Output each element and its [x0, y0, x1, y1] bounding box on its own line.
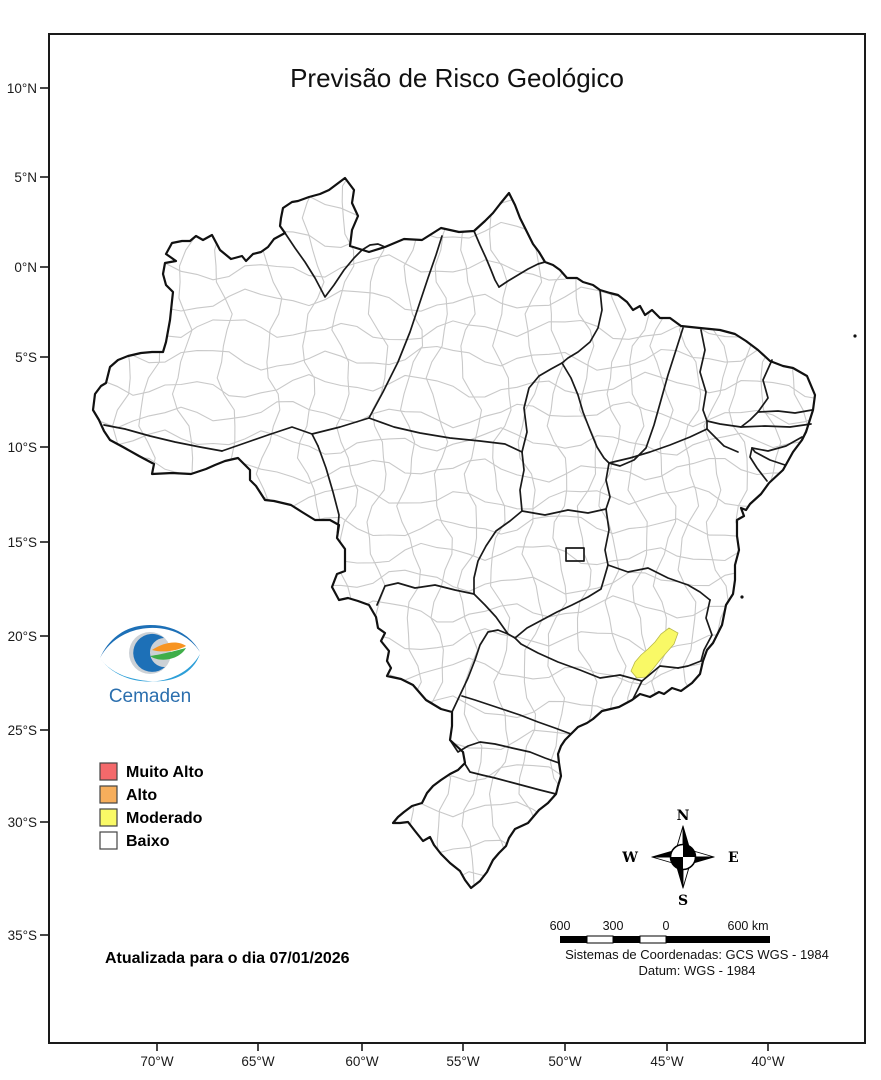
lon-tick-label: 65°W [241, 1054, 274, 1069]
lon-tick-label: 60°W [345, 1054, 378, 1069]
scale-bar: 600 300 0 600 km [550, 919, 770, 944]
legend-swatch-muito-alto [99, 762, 118, 781]
lat-tick-label: 30°S [8, 815, 37, 830]
legend-label: Muito Alto [126, 764, 204, 781]
page-title: Previsão de Risco Geológico [290, 63, 624, 93]
lat-tick-label: 5°N [14, 170, 37, 185]
lat-tick-label: 5°S [15, 350, 37, 365]
brazil-map [91, 176, 857, 890]
island-dot-noronha [853, 334, 857, 338]
legend-label: Moderado [126, 810, 203, 827]
lat-tick-label: 35°S [8, 928, 37, 943]
update-date-note: Atualizada para o dia 07/01/2026 [105, 950, 350, 967]
lat-tick-label: 10°S [8, 440, 37, 455]
scale-tick-label: 0 [663, 919, 670, 933]
island-dot-abrolhos [740, 595, 744, 599]
compass-w-label: W [621, 850, 638, 866]
crs-line1: Sistemas de Coordenadas: GCS WGS - 1984 [565, 947, 829, 962]
cemaden-logo: Cemaden [100, 625, 200, 707]
state-borders [103, 230, 813, 795]
lat-tick-label: 15°S [8, 535, 37, 550]
legend-label: Baixo [126, 833, 170, 850]
country-outline [91, 176, 817, 890]
lat-tick-label: 20°S [8, 629, 37, 644]
crs-line2: Datum: WGS - 1984 [638, 963, 755, 978]
country-fill [93, 178, 815, 888]
lat-tick-label: 25°S [8, 723, 37, 738]
risk-legend: Muito Alto Alto Moderado Baixo [99, 762, 204, 850]
lon-tick-label: 70°W [140, 1054, 173, 1069]
risk-region-moderado [630, 627, 679, 679]
legend-swatch-baixo [99, 831, 118, 850]
lon-tick-label: 45°W [650, 1054, 683, 1069]
logo-wordmark: Cemaden [109, 686, 191, 707]
longitude-ticks [156, 1043, 769, 1051]
lon-tick-label: 50°W [548, 1054, 581, 1069]
latitude-ticks [40, 87, 49, 936]
compass-n-label: N [677, 808, 690, 824]
lon-tick-label: 55°W [446, 1054, 479, 1069]
lat-tick-label: 0°N [14, 260, 37, 275]
logo-orange-swoosh [152, 642, 186, 652]
compass-e-label: E [728, 850, 739, 866]
crs-note: Sistemas de Coordenadas: GCS WGS - 1984 … [565, 947, 829, 978]
legend-swatch-moderado [99, 808, 118, 827]
logo-c-mark [133, 633, 165, 672]
compass-rose: N S E W [621, 808, 738, 909]
legend-label: Alto [126, 787, 157, 804]
logo-upper-eyelid [100, 625, 200, 658]
latitude-axis: 10°N 5°N 0°N 5°S 10°S 15°S 20°S 25°S 30°… [7, 81, 49, 943]
longitude-axis: 70°W 65°W 60°W 55°W 50°W 45°W 40°W [140, 1043, 785, 1069]
map-frame [48, 33, 866, 1044]
scale-tick-label: 600 [550, 919, 571, 933]
scale-end-label: 600 km [728, 919, 769, 933]
lon-tick-label: 40°W [751, 1054, 784, 1069]
legend-swatch-alto [99, 785, 118, 804]
compass-s-label: S [678, 893, 688, 909]
lat-tick-label: 10°N [7, 81, 37, 96]
logo-green-swoosh [150, 648, 186, 660]
scale-tick-label: 300 [603, 919, 624, 933]
